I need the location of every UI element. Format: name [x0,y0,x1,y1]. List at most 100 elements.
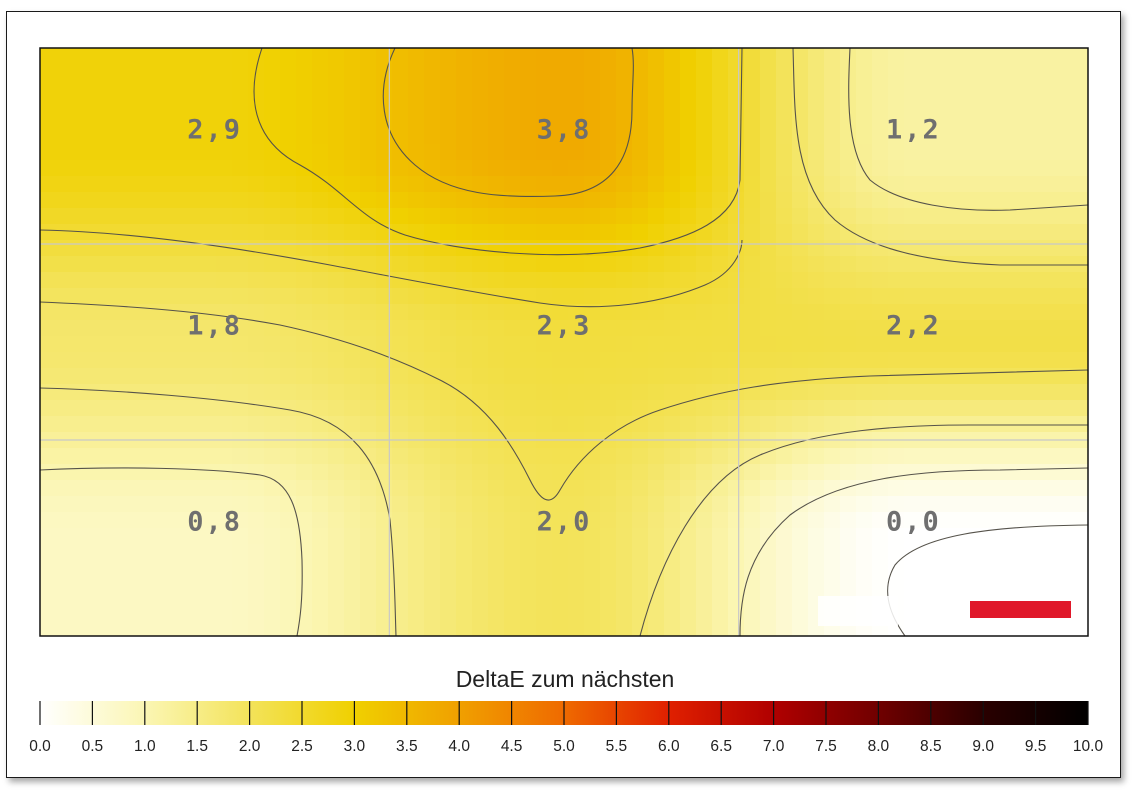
heat-tile [808,352,825,369]
heat-tile [1000,576,1017,593]
heat-tile [392,576,409,593]
heat-tile [968,480,985,497]
heat-tile [216,544,233,561]
heat-tile [520,112,537,129]
heat-tile [792,80,809,97]
heat-tile [888,320,905,337]
heat-tile [424,224,441,241]
heat-tile [392,480,409,497]
heat-tile [840,512,857,529]
heat-tile [792,416,809,433]
heat-tile [664,480,681,497]
heat-tile [728,592,745,609]
heat-tile [760,128,777,145]
heat-tile [472,144,489,161]
heat-tile [696,528,713,545]
heat-tile [664,528,681,545]
heat-tile [904,144,921,161]
heat-tile [280,496,297,513]
heat-tile [1080,512,1088,529]
heat-tile [760,624,777,636]
heat-tile [312,176,329,193]
heat-tile [984,48,1001,65]
heat-tile [40,208,57,225]
heat-tile [72,256,89,273]
heat-tile [104,576,121,593]
heat-tile [1016,208,1033,225]
heat-tile [728,288,745,305]
heat-tile [632,304,649,321]
heat-tile [424,80,441,97]
heat-tile [952,272,969,289]
heat-tile [40,320,57,337]
heat-tile [408,560,425,577]
heat-tile [664,384,681,401]
heat-tile [1064,560,1081,577]
heat-tile [200,224,217,241]
heat-tile [1032,336,1049,353]
heat-tile [1080,112,1088,129]
heat-tile [936,128,953,145]
heat-tile [248,272,265,289]
heat-tile [584,608,601,625]
heat-tile [424,192,441,209]
heat-tile [376,256,393,273]
heat-tile [920,224,937,241]
heat-tile [1032,624,1049,636]
heat-tile [856,384,873,401]
heat-tile [200,192,217,209]
heat-tile [648,80,665,97]
heat-tile [88,352,105,369]
heat-tile [184,400,201,417]
heat-tile [1048,496,1065,513]
heat-tile [392,256,409,273]
heat-tile [1064,256,1081,273]
heat-tile [824,160,841,177]
heat-tile [168,464,185,481]
heat-tile [248,576,265,593]
heat-tile [776,352,793,369]
heat-tile [72,464,89,481]
heat-tile [632,624,649,636]
heat-tile [824,560,841,577]
heat-tile [696,64,713,81]
heat-tile [472,512,489,529]
heat-tile [184,496,201,513]
heat-tile [280,96,297,113]
heat-tile [600,592,617,609]
heat-tile [664,240,681,257]
heat-tile [472,544,489,561]
heat-tile [168,400,185,417]
heat-tile [520,320,537,337]
heat-tile [1048,96,1065,113]
heat-tile [888,400,905,417]
heat-tile [712,480,729,497]
heat-tile [216,592,233,609]
heat-tile [344,288,361,305]
heat-tile [504,80,521,97]
heat-tile [728,352,745,369]
heat-tile [760,64,777,81]
heat-tile [232,528,249,545]
heat-tile [568,464,585,481]
heat-tile [840,288,857,305]
heat-tile [136,544,153,561]
heat-tile [440,64,457,81]
heat-tile [760,240,777,257]
heat-tile [872,128,889,145]
heat-tile [488,528,505,545]
heat-tile [120,48,137,65]
heat-tile [1064,400,1081,417]
heat-tile [904,176,921,193]
heat-tile [264,160,281,177]
heat-tile [1080,544,1088,561]
heat-tile [504,240,521,257]
heat-tile [232,272,249,289]
heat-tile [936,512,953,529]
heat-tile [712,544,729,561]
heat-tile [232,288,249,305]
heat-tile [392,96,409,113]
heat-tile [264,224,281,241]
heat-tile [616,320,633,337]
heat-tile [712,96,729,113]
